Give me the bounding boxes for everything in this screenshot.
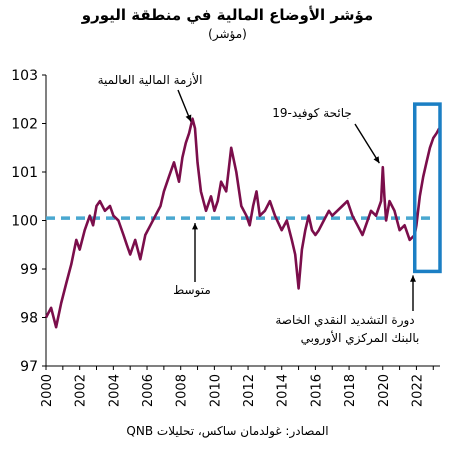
x-tick-label: 2006 bbox=[141, 374, 156, 407]
arrow-tightening-head bbox=[410, 275, 416, 282]
x-tick-label: 2020 bbox=[377, 374, 392, 407]
annotation-covid: جائحة كوفيد-19 bbox=[272, 106, 352, 121]
y-tick-label: 99 bbox=[20, 262, 38, 278]
x-tick-label: 2004 bbox=[107, 374, 122, 407]
y-tick-label: 101 bbox=[11, 165, 38, 181]
series-line bbox=[44, 117, 441, 329]
x-tick-label: 2008 bbox=[175, 374, 190, 407]
arrow-average-head bbox=[192, 223, 198, 230]
x-tick-label: 2012 bbox=[242, 374, 257, 407]
arrow-covid-head bbox=[373, 156, 380, 164]
arrow-covid bbox=[354, 123, 380, 164]
y-tick-label: 97 bbox=[20, 359, 38, 375]
arrow-gfc-head bbox=[185, 114, 192, 122]
chart-subtitle: (مؤشر) bbox=[208, 27, 247, 41]
source-note: المصادر: غولدمان ساكس، تحليلات QNB bbox=[126, 424, 329, 438]
y-tick-label: 103 bbox=[11, 68, 38, 84]
x-tick-label: 2010 bbox=[208, 374, 223, 407]
x-tick-label: 2018 bbox=[343, 374, 358, 407]
annotation-gfc: الأزمة المالية العالمية bbox=[98, 72, 203, 88]
y-tick-label: 98 bbox=[20, 311, 38, 327]
annotations: الأزمة المالية العالمية جائحة كوفيد-19 م… bbox=[98, 72, 420, 346]
x-tick-label: 2016 bbox=[309, 374, 324, 407]
annotation-tightening-line2: بالبنك المركزي الأوروبي bbox=[301, 330, 420, 346]
y-tick-label: 100 bbox=[11, 214, 38, 230]
x-tick-label: 2000 bbox=[40, 374, 55, 407]
chart-axes: 97 98 99 100 101 102 103 2000 2002 2004 2006 2008 20… bbox=[11, 68, 440, 407]
annotation-tightening-line1: دورة التشديد النقدي الخاصة bbox=[275, 313, 414, 328]
chart-title: مؤشر الأوضاع المالية في منطقة اليورو bbox=[81, 6, 374, 24]
tightening-highlight-box bbox=[412, 102, 442, 274]
y-tick-label: 102 bbox=[11, 117, 38, 133]
x-tick-label: 2022 bbox=[410, 374, 425, 407]
x-tick-label: 2014 bbox=[276, 374, 291, 407]
series-group bbox=[44, 102, 442, 329]
x-tick-label: 2002 bbox=[74, 374, 89, 407]
annotation-arrows bbox=[177, 89, 416, 311]
annotation-average: متوسط bbox=[173, 283, 211, 298]
